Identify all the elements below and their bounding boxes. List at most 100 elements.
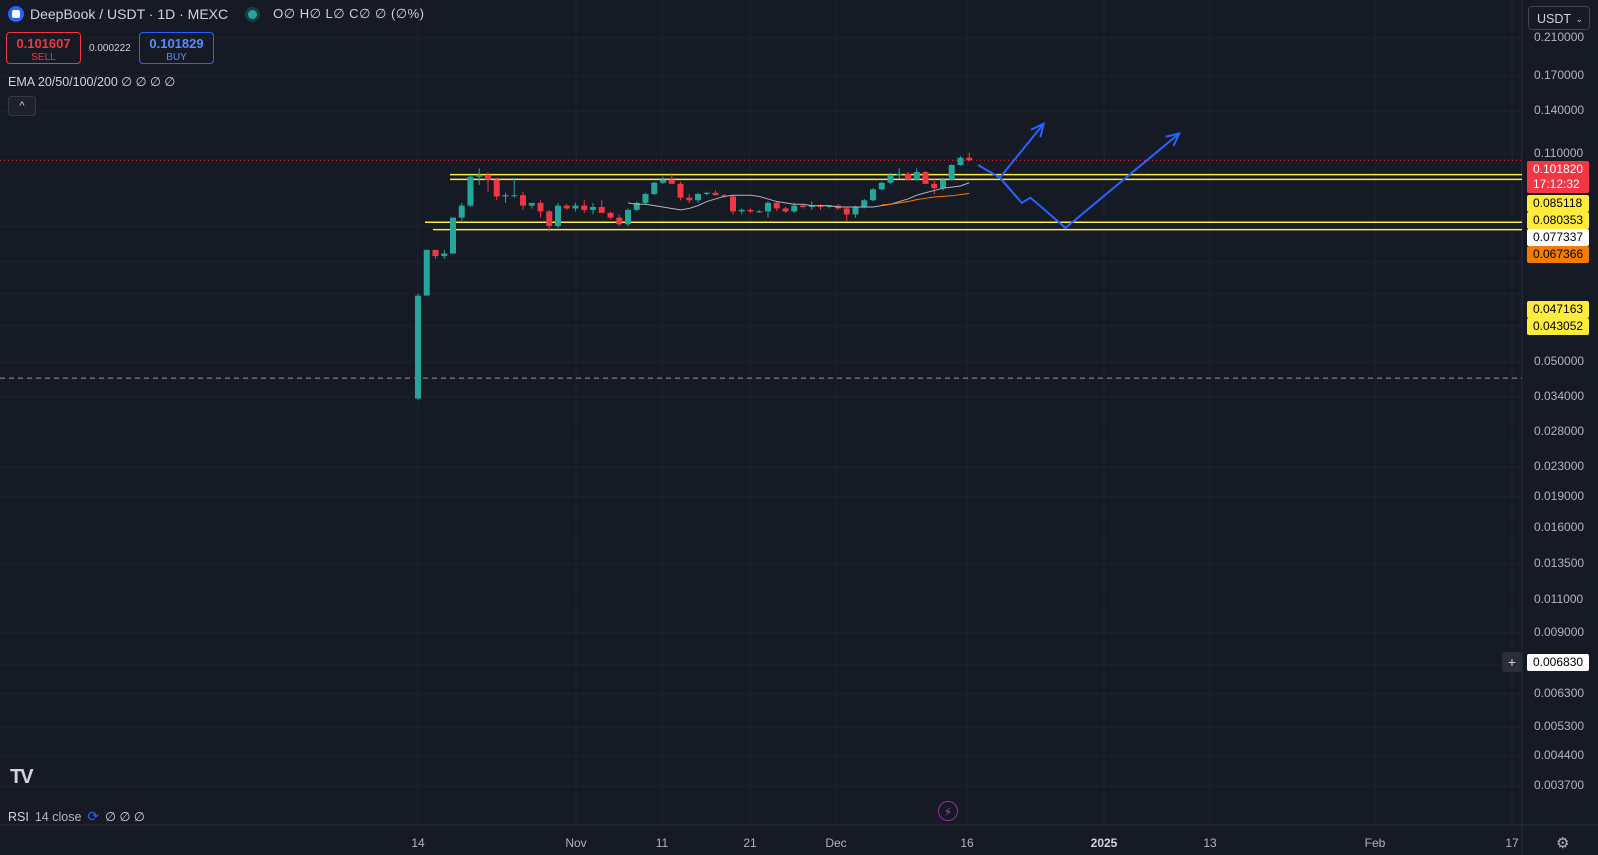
candle-body bbox=[878, 182, 885, 190]
candle-body bbox=[607, 212, 614, 218]
candle-body bbox=[826, 205, 833, 208]
symbol-header[interactable]: DeepBook / USDT · 1D · MEXC O∅ H∅ L∅ C∅ … bbox=[8, 6, 424, 22]
level-price-tag: 0.085118 bbox=[1527, 195, 1589, 212]
chevron-down-icon: ⌄ bbox=[1575, 14, 1583, 24]
candle-body bbox=[773, 202, 780, 209]
level-price-tag: 0.077337 bbox=[1527, 229, 1589, 246]
projection-path bbox=[977, 123, 1045, 179]
price-tick: 0.034000 bbox=[1534, 389, 1585, 403]
buy-price: 0.101829 bbox=[149, 36, 204, 51]
projection-path bbox=[999, 132, 1180, 230]
candle-body bbox=[432, 249, 439, 257]
time-tick: 2025 bbox=[1090, 836, 1118, 850]
bolt-icon[interactable]: ⚡ bbox=[938, 801, 958, 821]
deepbook-logo-icon bbox=[8, 6, 24, 22]
time-tick: Feb bbox=[1364, 836, 1386, 850]
candle-body bbox=[782, 208, 789, 212]
price-tick: 0.170000 bbox=[1534, 68, 1585, 82]
time-tick: 17 bbox=[1505, 836, 1519, 850]
horizontal-levels bbox=[425, 173, 1522, 231]
candle-body bbox=[861, 200, 868, 208]
candle-body bbox=[450, 217, 456, 254]
candle-body bbox=[905, 173, 911, 180]
plus-icon[interactable]: + bbox=[1502, 652, 1522, 672]
candle-body bbox=[730, 196, 736, 212]
time-tick: 14 bbox=[411, 836, 425, 850]
candle-body bbox=[625, 209, 631, 225]
price-tick: 0.004400 bbox=[1534, 748, 1585, 762]
symbol-title[interactable]: DeepBook / USDT · 1D · MEXC bbox=[30, 6, 229, 22]
ema-slow-line bbox=[881, 192, 970, 206]
candle-countdown: 17:12:32 bbox=[1533, 177, 1580, 191]
price-tick: 0.013500 bbox=[1534, 556, 1585, 570]
candle-body bbox=[485, 174, 491, 180]
current-price: 0.101820 bbox=[1533, 162, 1584, 176]
candle-body bbox=[695, 193, 701, 201]
candle-body bbox=[502, 195, 509, 197]
candle-body bbox=[738, 209, 745, 212]
candle-body bbox=[651, 182, 658, 194]
candle-body bbox=[590, 207, 596, 210]
collapse-legend-button[interactable]: ^ bbox=[8, 96, 36, 116]
tradingview-logo[interactable]: TV bbox=[10, 766, 34, 788]
candle-body bbox=[852, 207, 859, 215]
candle-body bbox=[686, 197, 693, 201]
candle-body bbox=[511, 195, 518, 197]
market-open-icon bbox=[248, 9, 258, 19]
candle-body bbox=[642, 193, 649, 203]
buy-label: BUY bbox=[166, 52, 187, 63]
candle-body bbox=[476, 174, 483, 177]
time-tick: 11 bbox=[655, 836, 669, 850]
projection-arrows bbox=[977, 121, 1182, 230]
candle-body bbox=[563, 205, 570, 209]
currency-label: USDT bbox=[1537, 12, 1572, 26]
candle-body bbox=[756, 211, 763, 213]
time-tick: 16 bbox=[960, 836, 974, 850]
level-price-tag: 0.047163 bbox=[1527, 301, 1589, 318]
candle-body bbox=[721, 195, 728, 197]
candle-body bbox=[677, 183, 684, 198]
candle-body bbox=[537, 202, 544, 212]
price-tick: 0.140000 bbox=[1534, 103, 1585, 117]
current-price-tag: 0.101820 17:12:32 bbox=[1527, 161, 1589, 193]
candle-body bbox=[493, 179, 500, 197]
candle-body bbox=[660, 179, 666, 183]
price-tick: 0.005300 bbox=[1534, 719, 1585, 733]
candle-series bbox=[415, 152, 973, 401]
candle-body bbox=[668, 179, 675, 184]
candle-body bbox=[800, 205, 806, 208]
candle-body bbox=[948, 164, 955, 180]
price-tick: 0.028000 bbox=[1534, 424, 1585, 438]
candle-body bbox=[808, 205, 815, 208]
ema-legend[interactable]: EMA 20/50/100/200 ∅ ∅ ∅ ∅ bbox=[8, 75, 176, 89]
currency-selector[interactable]: USDT ⌄ bbox=[1528, 6, 1590, 30]
candle-body bbox=[913, 171, 920, 180]
level-price-tag: 0.043052 bbox=[1527, 318, 1589, 335]
chevron-up-icon: ^ bbox=[19, 100, 25, 112]
rsi-legend[interactable]: RSI 14 close ⟳ ∅ ∅ ∅ bbox=[8, 808, 145, 825]
crosshair-price-tag: 0.006830 bbox=[1527, 654, 1589, 671]
candle-body bbox=[887, 174, 894, 183]
candle-body bbox=[633, 202, 640, 210]
time-tick: Dec bbox=[825, 836, 847, 850]
candle-body bbox=[546, 211, 553, 227]
candle-body bbox=[458, 205, 465, 218]
gear-icon[interactable]: ⚙ bbox=[1556, 835, 1570, 852]
candle-body bbox=[843, 208, 850, 215]
price-tick: 0.050000 bbox=[1534, 354, 1585, 368]
candle-body bbox=[791, 205, 798, 212]
buy-button[interactable]: 0.101829 BUY bbox=[139, 32, 214, 64]
ema-fast-line bbox=[627, 182, 970, 211]
sell-button[interactable]: 0.101607 SELL bbox=[6, 32, 81, 64]
price-tick: 0.009000 bbox=[1534, 625, 1585, 639]
candle-body bbox=[415, 295, 421, 399]
candle-body bbox=[931, 183, 938, 189]
candle-body bbox=[870, 189, 876, 201]
candle-body bbox=[520, 195, 526, 206]
candle-body bbox=[598, 207, 605, 213]
rsi-name: RSI bbox=[8, 809, 29, 824]
candle-body bbox=[572, 205, 579, 209]
price-tick: 0.023000 bbox=[1534, 459, 1585, 473]
